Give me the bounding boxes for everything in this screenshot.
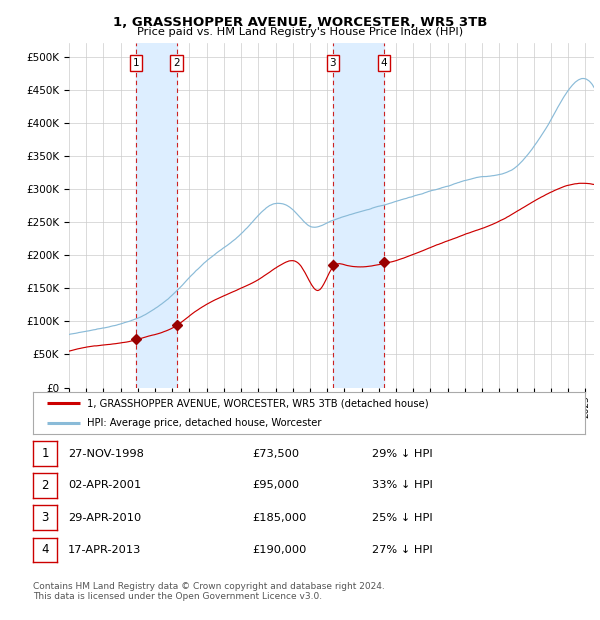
- Text: HPI: Average price, detached house, Worcester: HPI: Average price, detached house, Worc…: [87, 418, 322, 428]
- Text: 4: 4: [41, 544, 49, 556]
- Text: 2: 2: [173, 58, 180, 68]
- Text: £190,000: £190,000: [252, 545, 307, 555]
- Text: 1, GRASSHOPPER AVENUE, WORCESTER, WR5 3TB (detached house): 1, GRASSHOPPER AVENUE, WORCESTER, WR5 3T…: [87, 398, 429, 408]
- Text: 29% ↓ HPI: 29% ↓ HPI: [372, 449, 433, 459]
- Text: 02-APR-2001: 02-APR-2001: [68, 480, 141, 490]
- Text: £73,500: £73,500: [252, 449, 299, 459]
- Text: 29-APR-2010: 29-APR-2010: [68, 513, 141, 523]
- Text: 33% ↓ HPI: 33% ↓ HPI: [372, 480, 433, 490]
- Text: Contains HM Land Registry data © Crown copyright and database right 2024.
This d: Contains HM Land Registry data © Crown c…: [33, 582, 385, 601]
- Text: 4: 4: [380, 58, 387, 68]
- Text: £95,000: £95,000: [252, 480, 299, 490]
- Text: 1, GRASSHOPPER AVENUE, WORCESTER, WR5 3TB: 1, GRASSHOPPER AVENUE, WORCESTER, WR5 3T…: [113, 16, 487, 29]
- Text: 27-NOV-1998: 27-NOV-1998: [68, 449, 143, 459]
- Text: 2: 2: [41, 479, 49, 492]
- Text: 1: 1: [133, 58, 139, 68]
- Text: 1: 1: [41, 448, 49, 460]
- Text: 3: 3: [329, 58, 336, 68]
- Bar: [333, 43, 384, 388]
- Text: 25% ↓ HPI: 25% ↓ HPI: [372, 513, 433, 523]
- Text: 17-APR-2013: 17-APR-2013: [68, 545, 141, 555]
- Text: 27% ↓ HPI: 27% ↓ HPI: [372, 545, 433, 555]
- Text: Price paid vs. HM Land Registry's House Price Index (HPI): Price paid vs. HM Land Registry's House …: [137, 27, 463, 37]
- Text: £185,000: £185,000: [252, 513, 307, 523]
- Bar: [136, 43, 176, 388]
- Text: 3: 3: [41, 512, 49, 524]
